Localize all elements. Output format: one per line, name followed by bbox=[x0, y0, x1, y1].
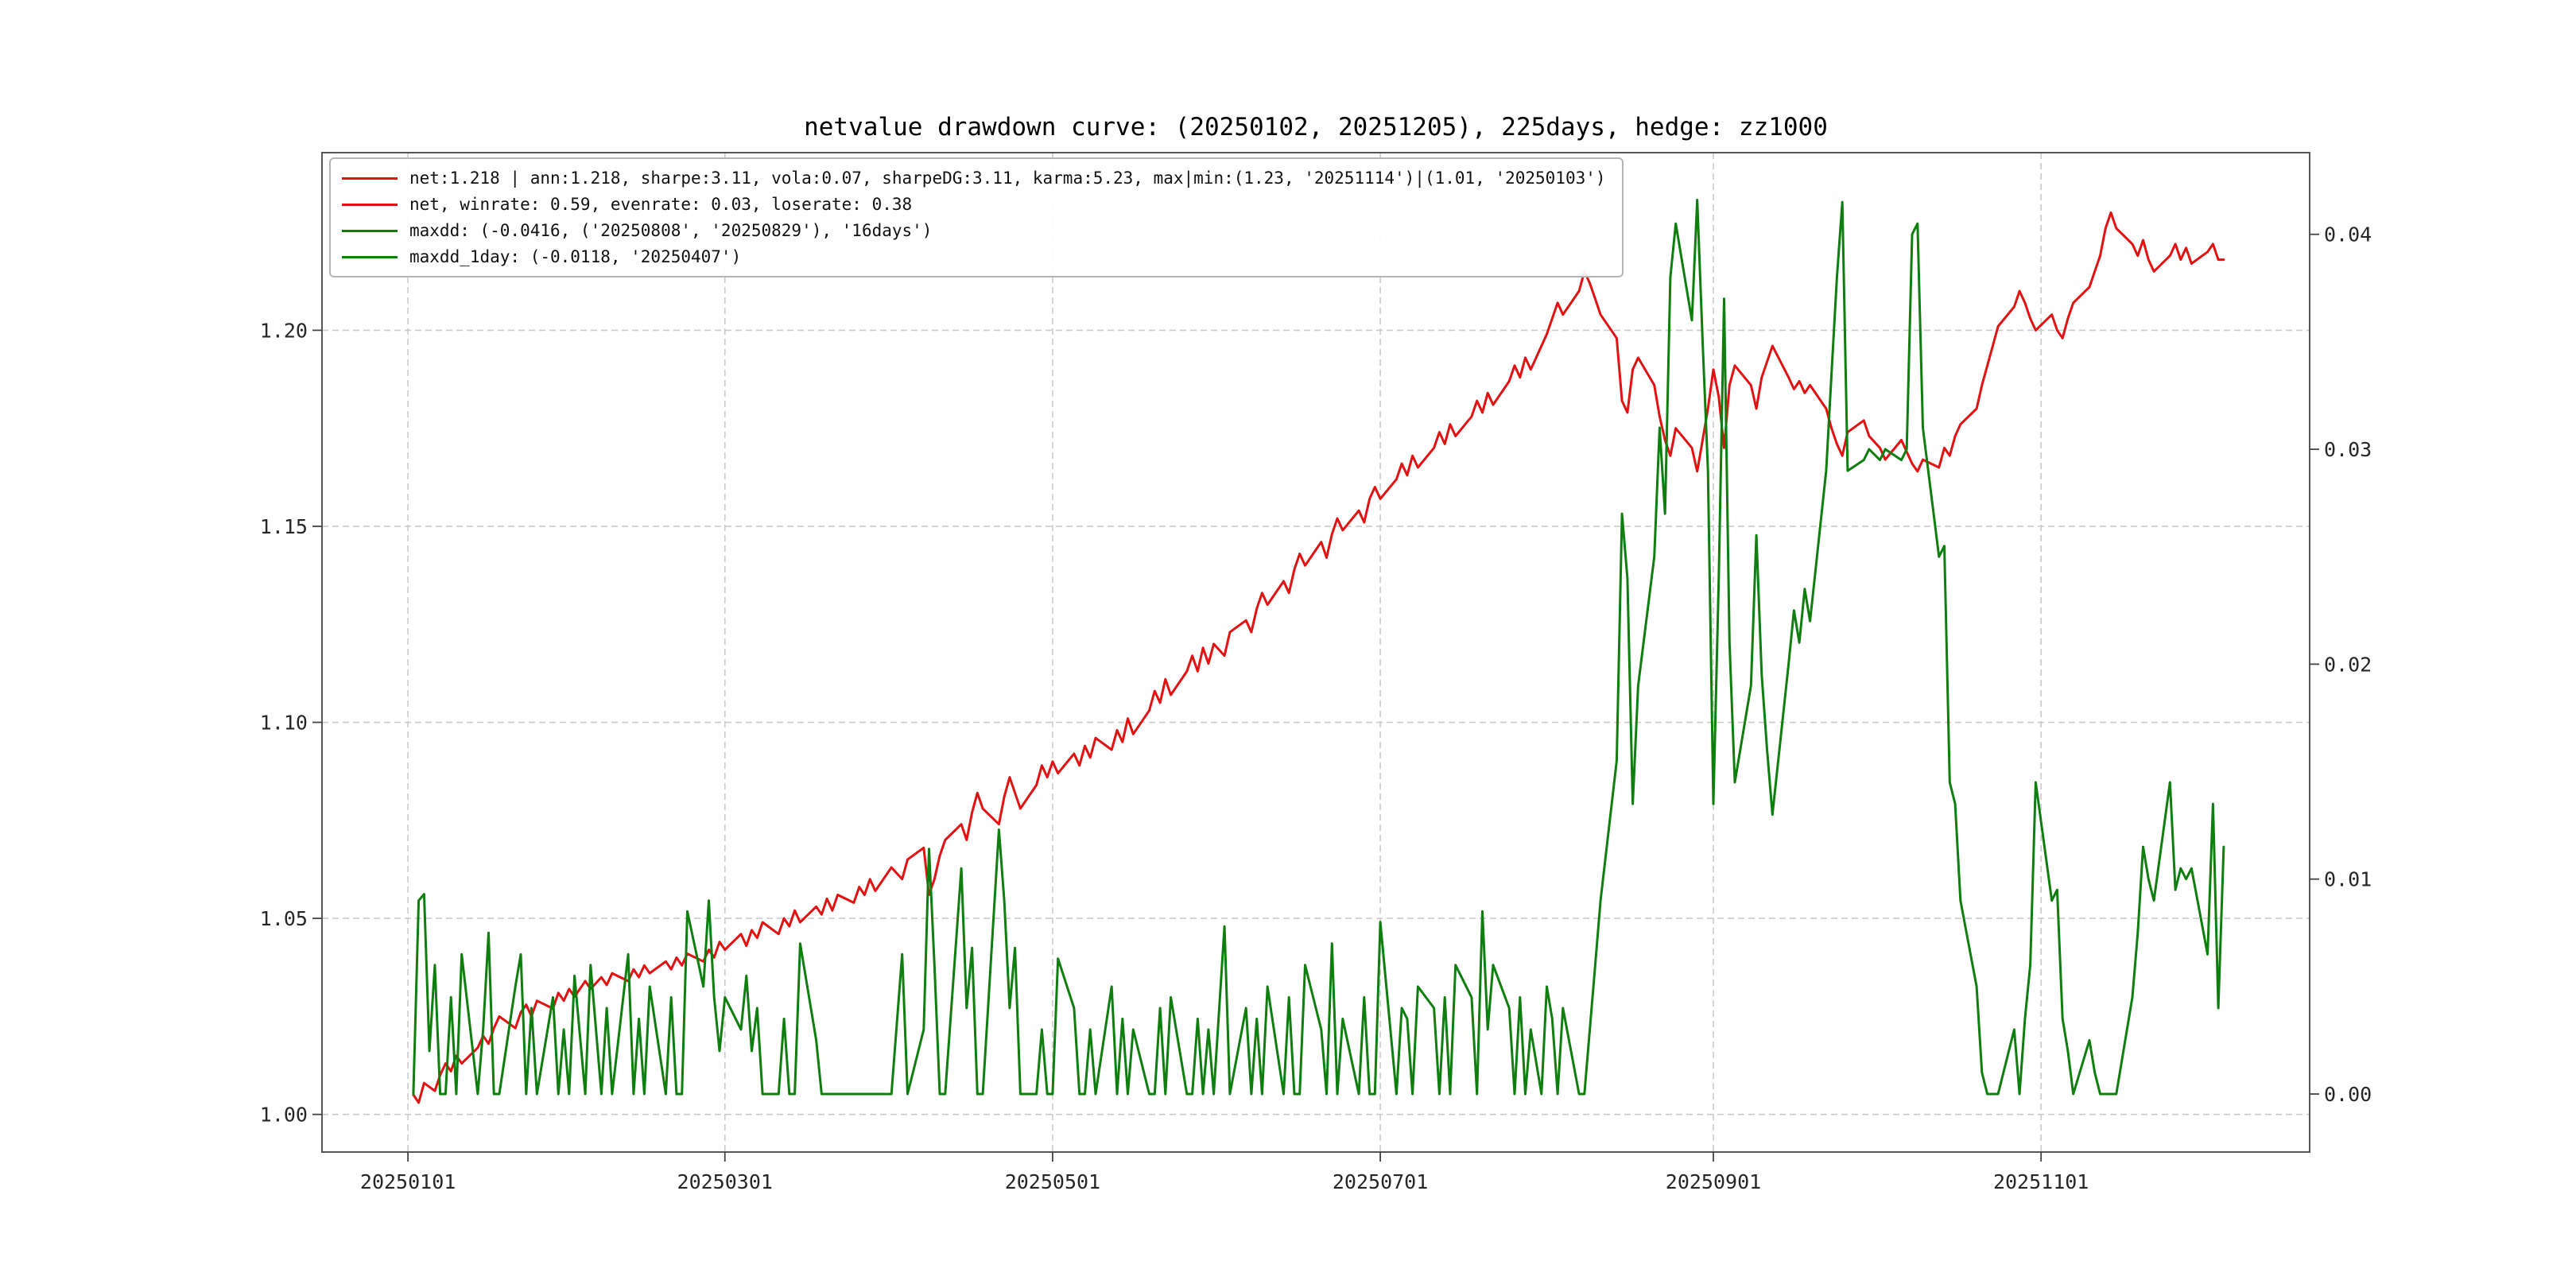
y-right-tick-label: 0.03 bbox=[2324, 438, 2372, 461]
y-right-tick-label: 0.00 bbox=[2324, 1083, 2372, 1106]
plot-border bbox=[321, 152, 2310, 1153]
series-line-drawdown bbox=[412, 199, 2225, 1096]
legend-line-maxdd-1day-icon bbox=[342, 255, 398, 258]
x-tick-label: 20251101 bbox=[1993, 1170, 2089, 1193]
chart-legend: net:1.218 | ann:1.218, sharpe:3.11, vola… bbox=[329, 157, 1624, 277]
y-left-tick-label: 1.15 bbox=[260, 515, 308, 538]
legend-label-net-rates: net, winrate: 0.59, evenrate: 0.03, lose… bbox=[409, 195, 913, 214]
legend-item-net-stats: net:1.218 | ann:1.218, sharpe:3.11, vola… bbox=[342, 167, 1606, 189]
legend-item-maxdd: maxdd: (-0.0416, ('20250808', '20250829'… bbox=[342, 219, 1606, 242]
y-right-tick-label: 0.02 bbox=[2324, 653, 2372, 676]
legend-line-maxdd-icon bbox=[342, 229, 398, 232]
legend-label-maxdd: maxdd: (-0.0416, ('20250808', '20250829'… bbox=[409, 221, 933, 240]
y-left-tick-label: 1.05 bbox=[260, 907, 308, 930]
x-tick-label: 20250901 bbox=[1666, 1170, 1761, 1193]
y-left-tick-label: 1.10 bbox=[260, 712, 308, 735]
y-left-tick-label: 1.00 bbox=[260, 1104, 308, 1127]
x-tick-label: 20250501 bbox=[1005, 1170, 1100, 1193]
legend-label-maxdd-1day: maxdd_1day: (-0.0118, '20250407') bbox=[409, 247, 742, 266]
legend-label-net-stats: net:1.218 | ann:1.218, sharpe:3.11, vola… bbox=[409, 169, 1606, 188]
legend-line-net-icon bbox=[342, 203, 398, 206]
chart-title: netvalue drawdown curve: (20250102, 2025… bbox=[804, 113, 1828, 142]
x-tick-label: 20250101 bbox=[360, 1170, 456, 1193]
x-tick-label: 20250701 bbox=[1333, 1170, 1428, 1193]
y-right-tick-label: 0.04 bbox=[2324, 223, 2372, 246]
legend-item-maxdd-1day: maxdd_1day: (-0.0118, '20250407') bbox=[342, 246, 1606, 268]
legend-line-net-icon bbox=[342, 177, 398, 180]
legend-item-net-rates: net, winrate: 0.59, evenrate: 0.03, lose… bbox=[342, 193, 1606, 215]
x-tick-label: 20250301 bbox=[677, 1170, 773, 1193]
y-right-tick-label: 0.01 bbox=[2324, 868, 2372, 891]
y-left-tick-label: 1.20 bbox=[260, 319, 308, 342]
